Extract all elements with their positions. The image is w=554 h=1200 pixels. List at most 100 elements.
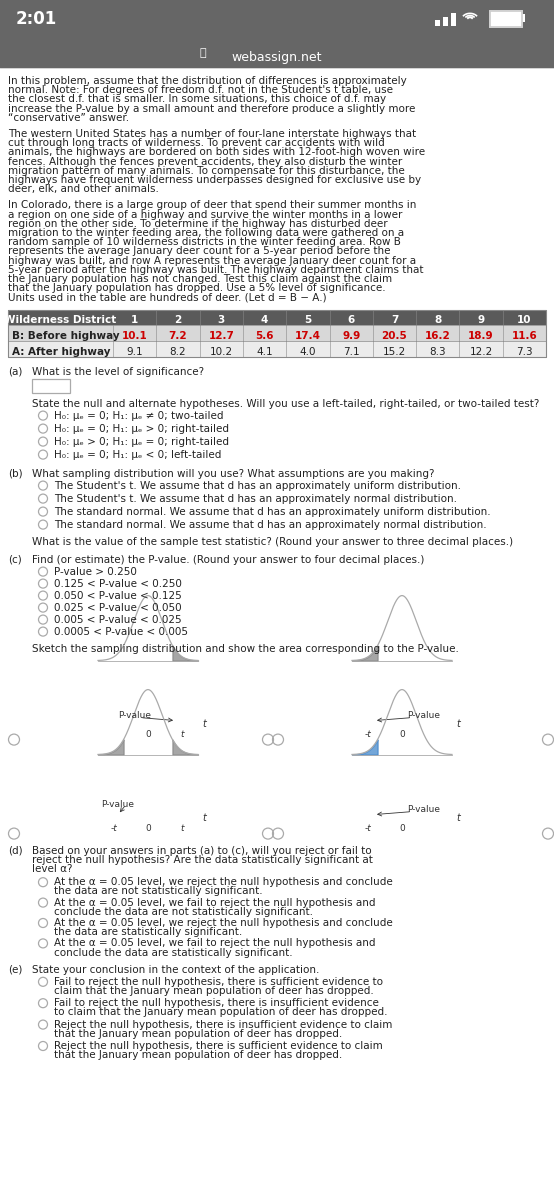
Text: claim that the January mean population of deer has dropped.: claim that the January mean population o… — [54, 986, 374, 996]
Text: What sampling distribution will you use? What assumptions are you making?: What sampling distribution will you use?… — [32, 468, 434, 479]
Text: What is the value of the sample test statistic? (Round your answer to three deci: What is the value of the sample test sta… — [32, 536, 513, 546]
Text: Fail to reject the null hypothesis, there is sufficient evidence to: Fail to reject the null hypothesis, ther… — [54, 977, 383, 986]
Text: At the α = 0.05 level, we reject the null hypothesis and conclude: At the α = 0.05 level, we reject the nul… — [54, 918, 393, 928]
Text: Fail to reject the null hypothesis, there is insufficient evidence: Fail to reject the null hypothesis, ther… — [54, 998, 379, 1008]
Text: 🔒: 🔒 — [200, 48, 207, 58]
Text: 6: 6 — [347, 316, 355, 325]
Text: region on the other side. To determine if the highway has disturbed deer: region on the other side. To determine i… — [8, 218, 388, 229]
Text: 2: 2 — [175, 316, 182, 325]
Bar — [8, 310, 546, 356]
Bar — [451, 13, 456, 26]
Text: 9: 9 — [478, 316, 485, 325]
Text: 7: 7 — [391, 316, 398, 325]
Text: (c): (c) — [8, 554, 22, 564]
Bar — [8, 310, 546, 324]
Text: “conservative” answer.: “conservative” answer. — [8, 113, 129, 122]
Text: 0: 0 — [145, 823, 151, 833]
Text: increase the P-value by a small amount and therefore produce a slightly more: increase the P-value by a small amount a… — [8, 103, 416, 114]
Text: t: t — [202, 812, 206, 822]
Text: Sketch the sampling distribution and show the area corresponding to the P-value.: Sketch the sampling distribution and sho… — [32, 643, 459, 654]
Bar — [8, 324, 546, 341]
Text: t: t — [180, 730, 184, 738]
Text: The Student's t. We assume that d has an approximately normal distribution.: The Student's t. We assume that d has an… — [54, 493, 457, 504]
Text: 4.1: 4.1 — [257, 347, 273, 356]
Text: represents the average January deer count for a 5-year period before the: represents the average January deer coun… — [8, 246, 391, 257]
Text: At the α = 0.05 level, we fail to reject the null hypothesis and: At the α = 0.05 level, we fail to reject… — [54, 898, 376, 907]
Text: What is the level of significance?: What is the level of significance? — [32, 366, 204, 377]
Text: 10: 10 — [517, 316, 532, 325]
Text: At the α = 0.05 level, we fail to reject the null hypothesis and: At the α = 0.05 level, we fail to reject… — [54, 938, 376, 948]
Text: 0.050 < P-value < 0.125: 0.050 < P-value < 0.125 — [54, 590, 182, 600]
Text: Based on your answers in parts (a) to (c), will you reject or fail to: Based on your answers in parts (a) to (c… — [32, 846, 372, 856]
Bar — [443, 17, 448, 26]
Text: 0: 0 — [145, 730, 151, 738]
Text: 7.1: 7.1 — [343, 347, 360, 356]
Text: 18.9: 18.9 — [468, 330, 494, 341]
Text: 7.3: 7.3 — [516, 347, 532, 356]
Text: 12.7: 12.7 — [208, 330, 234, 341]
Text: In this problem, assume that the distribution of differences is approximately: In this problem, assume that the distrib… — [8, 76, 407, 86]
Text: t: t — [456, 719, 460, 728]
Bar — [435, 20, 440, 26]
Text: Wilderness District: Wilderness District — [4, 316, 117, 325]
Text: to claim that the January mean population of deer has dropped.: to claim that the January mean populatio… — [54, 1007, 387, 1018]
Text: The standard normal. We assume that d has an approximately uniform distribution.: The standard normal. We assume that d ha… — [54, 506, 491, 516]
Text: highway was built, and row A represents the average January deer count for a: highway was built, and row A represents … — [8, 256, 416, 265]
Text: A: After highway: A: After highway — [12, 347, 110, 356]
Text: 10.2: 10.2 — [209, 347, 233, 356]
Text: H₀: μₑ = 0; H₁: μₑ < 0; left-tailed: H₀: μₑ = 0; H₁: μₑ < 0; left-tailed — [54, 450, 222, 460]
Text: 11.6: 11.6 — [511, 330, 537, 341]
Text: the data are not statistically significant.: the data are not statistically significa… — [54, 887, 263, 896]
Text: The Student's t. We assume that d has an approximately uniform distribution.: The Student's t. We assume that d has an… — [54, 480, 461, 491]
Text: that the January population has dropped. Use a 5% level of significance.: that the January population has dropped.… — [8, 283, 386, 293]
Text: (e): (e) — [8, 965, 22, 974]
Text: 0.125 < P-value < 0.250: 0.125 < P-value < 0.250 — [54, 578, 182, 588]
Text: 8.2: 8.2 — [170, 347, 186, 356]
Bar — [490, 11, 522, 26]
Text: -t: -t — [365, 730, 371, 738]
Text: webassign.net: webassign.net — [232, 50, 322, 64]
Text: 9.1: 9.1 — [126, 347, 143, 356]
Text: 0: 0 — [399, 730, 405, 738]
Text: Reject the null hypothesis, there is sufficient evidence to claim: Reject the null hypothesis, there is suf… — [54, 1040, 383, 1051]
Text: 20.5: 20.5 — [382, 330, 407, 341]
Text: migration to the winter feeding area, the following data were gathered on a: migration to the winter feeding area, th… — [8, 228, 404, 238]
Text: The standard normal. We assume that d has an approximately normal distribution.: The standard normal. We assume that d ha… — [54, 520, 486, 529]
Text: Reject the null hypothesis, there is insufficient evidence to claim: Reject the null hypothesis, there is ins… — [54, 1020, 392, 1030]
Text: 9.9: 9.9 — [342, 330, 360, 341]
Bar — [0, 0, 554, 38]
Text: conclude the data are not statistically significant.: conclude the data are not statistically … — [54, 907, 313, 917]
Text: fences. Although the fences prevent accidents, they also disturb the winter: fences. Although the fences prevent acci… — [8, 156, 402, 167]
Text: 16.2: 16.2 — [425, 330, 450, 341]
Text: P-value: P-value — [407, 804, 440, 814]
Text: 5.6: 5.6 — [255, 330, 274, 341]
Text: deer, elk, and other animals.: deer, elk, and other animals. — [8, 184, 159, 194]
Text: The western United States has a number of four-lane interstate highways that: The western United States has a number o… — [8, 128, 416, 139]
Text: (b): (b) — [8, 468, 23, 479]
Text: P-value: P-value — [407, 710, 440, 720]
Text: 8: 8 — [434, 316, 442, 325]
Text: -t: -t — [111, 823, 117, 833]
Text: 7.2: 7.2 — [168, 330, 187, 341]
Bar — [32, 378, 70, 392]
Text: cut through long tracts of wilderness. To prevent car accidents with wild: cut through long tracts of wilderness. T… — [8, 138, 384, 148]
Text: P-value: P-value — [101, 799, 134, 809]
Text: Find (or estimate) the P-value. (Round your answer to four decimal places.): Find (or estimate) the P-value. (Round y… — [32, 554, 424, 564]
Text: that the January mean population of deer has dropped.: that the January mean population of deer… — [54, 1050, 342, 1060]
Text: random sample of 10 wilderness districts in the winter feeding area. Row B: random sample of 10 wilderness districts… — [8, 238, 401, 247]
Bar — [490, 11, 522, 26]
Text: t: t — [456, 812, 460, 822]
Text: level α?: level α? — [32, 864, 73, 874]
Text: (d): (d) — [8, 846, 23, 856]
Text: the January population has not changed. Test this claim against the claim: the January population has not changed. … — [8, 274, 392, 284]
Text: t: t — [202, 719, 206, 728]
Text: Units used in the table are hundreds of deer. (Let d = B − A.): Units used in the table are hundreds of … — [8, 293, 327, 302]
Text: the closest d.f. that is smaller. In some situations, this choice of d.f. may: the closest d.f. that is smaller. In som… — [8, 95, 386, 104]
Text: 5-year period after the highway was built. The highway department claims that: 5-year period after the highway was buil… — [8, 265, 423, 275]
Text: 0.0005 < P-value < 0.005: 0.0005 < P-value < 0.005 — [54, 626, 188, 636]
Bar — [490, 11, 522, 26]
Text: (a): (a) — [8, 366, 22, 377]
Text: H₀: μₑ > 0; H₁: μₑ = 0; right-tailed: H₀: μₑ > 0; H₁: μₑ = 0; right-tailed — [54, 437, 229, 446]
Text: 0.005 < P-value < 0.025: 0.005 < P-value < 0.025 — [54, 614, 182, 624]
Text: 5: 5 — [304, 316, 311, 325]
